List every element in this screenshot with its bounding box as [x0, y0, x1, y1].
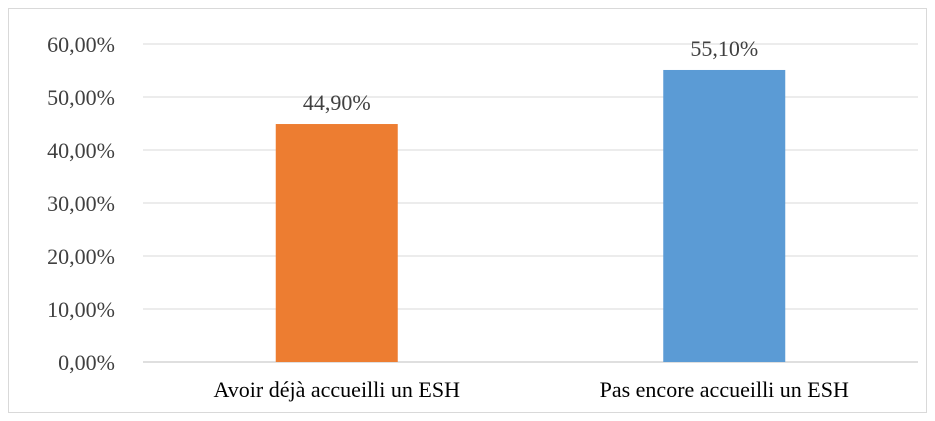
bar [663, 69, 786, 362]
y-tick-label: 60,00% [47, 32, 115, 57]
data-label: 55,10% [690, 36, 758, 61]
data-label: 44,90% [303, 90, 371, 115]
y-tick-label: 10,00% [47, 297, 115, 322]
y-tick-label: 50,00% [47, 85, 115, 110]
bar [275, 124, 398, 362]
y-tick-label: 30,00% [47, 191, 115, 216]
y-tick-label: 40,00% [47, 138, 115, 163]
gridlines [143, 43, 918, 363]
x-category-label: Pas encore accueilli un ESH [600, 377, 849, 402]
x-axis-categories: Avoir déjà accueilli un ESH Pas encore ac… [214, 377, 849, 402]
bars [275, 69, 786, 362]
y-axis-ticks: 0,00% 10,00% 20,00% 30,00% 40,00% 50,00% 60,00… [47, 32, 115, 375]
y-tick-label: 20,00% [47, 244, 115, 269]
x-category-label: Avoir déjà accueilli un ESH [214, 377, 461, 402]
data-labels: 44,90% 55,10% [303, 36, 758, 115]
y-tick-label: 0,00% [58, 350, 115, 375]
